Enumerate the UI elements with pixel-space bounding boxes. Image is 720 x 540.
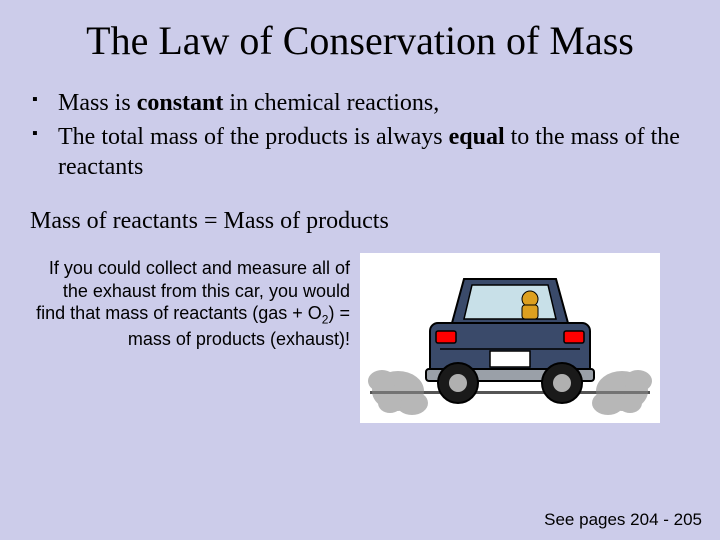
car-illustration: [360, 253, 660, 423]
caption-part1: If you could collect and measure all of …: [36, 258, 350, 323]
bullet-list: Mass is constant in chemical reactions, …: [30, 88, 690, 182]
equation-text: Mass of reactants = Mass of products: [30, 208, 690, 235]
bullet-text-pre: The total mass of the products is always: [58, 124, 449, 150]
figure-caption: If you could collect and measure all of …: [30, 253, 350, 350]
bullet-item: The total mass of the products is always…: [58, 122, 690, 182]
caption-figure-row: If you could collect and measure all of …: [30, 253, 690, 423]
slide-title: The Law of Conservation of Mass: [30, 18, 690, 64]
page-reference: See pages 204 - 205: [544, 510, 702, 530]
bullet-text-bold: equal: [449, 124, 505, 150]
bullet-text-pre: Mass is: [58, 90, 137, 116]
bullet-item: Mass is constant in chemical reactions,: [58, 88, 690, 118]
bullet-text-post: in chemical reactions,: [223, 90, 439, 116]
bullet-text-bold: constant: [137, 90, 224, 116]
